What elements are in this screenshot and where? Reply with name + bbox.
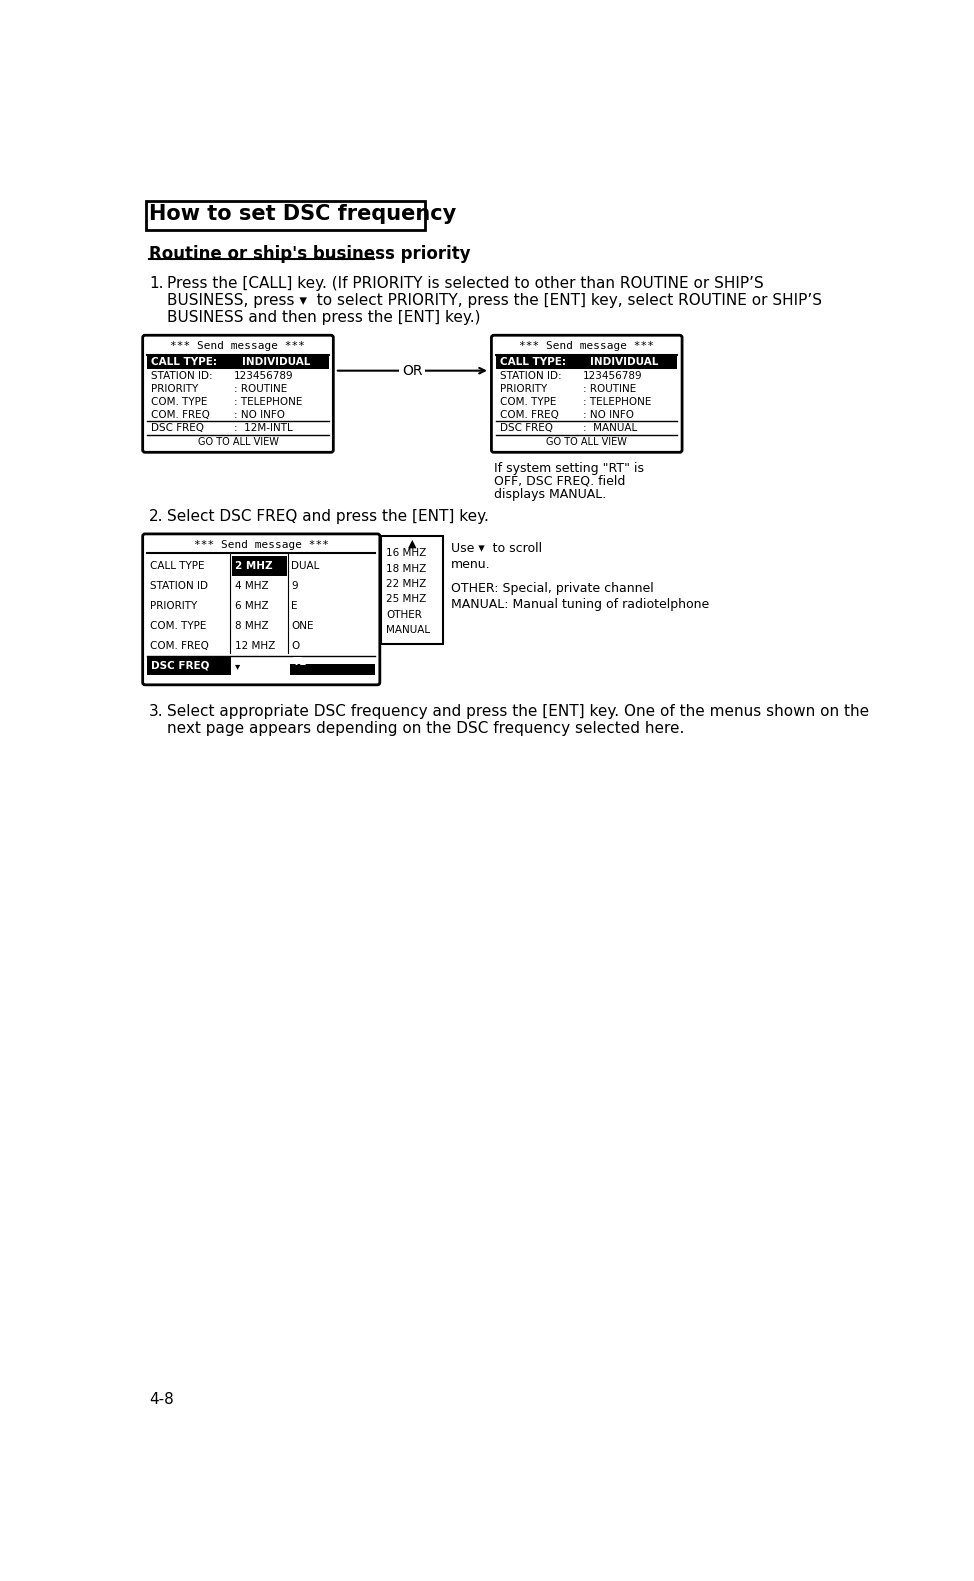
Text: 8 MHZ: 8 MHZ (235, 621, 269, 631)
Text: 22 MHZ: 22 MHZ (386, 579, 427, 590)
Text: INDIVIDUAL: INDIVIDUAL (590, 357, 658, 367)
Text: 18 MHZ: 18 MHZ (386, 563, 427, 574)
Text: STATION ID:: STATION ID: (151, 370, 213, 381)
Text: TL: TL (293, 656, 307, 667)
FancyBboxPatch shape (142, 534, 380, 685)
Text: :  MANUAL: : MANUAL (583, 424, 637, 433)
Text: : TELEPHONE: : TELEPHONE (235, 397, 303, 406)
Text: *** Send message ***: *** Send message *** (170, 341, 306, 351)
Text: 3.: 3. (149, 704, 164, 719)
Text: OTHER: OTHER (386, 610, 422, 620)
Text: 25 MHZ: 25 MHZ (386, 594, 427, 604)
Text: PRIORITY: PRIORITY (151, 384, 199, 394)
Text: STATION ID:: STATION ID: (500, 370, 562, 381)
Text: O: O (291, 642, 300, 651)
Text: menu.: menu. (451, 558, 491, 571)
Text: COM. TYPE: COM. TYPE (150, 621, 206, 631)
FancyBboxPatch shape (492, 335, 682, 452)
Text: COM. TYPE: COM. TYPE (500, 397, 556, 406)
Text: OR: OR (402, 364, 423, 378)
Text: : NO INFO: : NO INFO (583, 409, 634, 421)
Text: OTHER: Special, private channel: OTHER: Special, private channel (451, 582, 654, 596)
Text: DSC FREQ: DSC FREQ (500, 424, 553, 433)
Text: If system setting "RT" is: If system setting "RT" is (494, 462, 644, 474)
Text: VIEW: VIEW (293, 667, 319, 677)
Text: Use ▾  to scroll: Use ▾ to scroll (451, 542, 543, 555)
Text: 16 MHZ: 16 MHZ (386, 549, 427, 558)
Text: STATION ID: STATION ID (150, 582, 207, 591)
Text: DUAL: DUAL (291, 561, 319, 571)
Text: displays MANUAL.: displays MANUAL. (494, 487, 606, 501)
Text: BUSINESS, press ▾  to select PRIORITY, press the [ENT] key, select ROUTINE or SH: BUSINESS, press ▾ to select PRIORITY, pr… (167, 292, 822, 308)
Text: ONE: ONE (291, 621, 314, 631)
Text: BUSINESS and then press the [ENT] key.): BUSINESS and then press the [ENT] key.) (167, 310, 480, 324)
Text: Select DSC FREQ and press the [ENT] key.: Select DSC FREQ and press the [ENT] key. (167, 509, 489, 525)
Text: : TELEPHONE: : TELEPHONE (583, 397, 652, 406)
Text: 12 MHZ: 12 MHZ (235, 642, 275, 651)
Text: MANUAL: Manual tuning of radiotelphone: MANUAL: Manual tuning of radiotelphone (451, 598, 709, 610)
Text: INDIVIDUAL: INDIVIDUAL (242, 357, 310, 367)
Text: 4 MHZ: 4 MHZ (235, 582, 269, 591)
Text: CALL TYPE:: CALL TYPE: (151, 357, 217, 367)
Bar (147, 354, 328, 368)
Text: : NO INFO: : NO INFO (235, 409, 285, 421)
Text: 2.: 2. (149, 509, 164, 525)
Text: COM. TYPE: COM. TYPE (151, 397, 207, 406)
Text: COM. FREQ: COM. FREQ (150, 642, 208, 651)
Text: 2 MHZ: 2 MHZ (235, 561, 273, 571)
Text: GO TO ALL VIEW: GO TO ALL VIEW (546, 436, 627, 446)
Text: COM. FREQ: COM. FREQ (151, 409, 210, 421)
Text: : ROUTINE: : ROUTINE (235, 384, 287, 394)
Text: DSC FREQ: DSC FREQ (151, 661, 209, 670)
Text: DSC FREQ: DSC FREQ (151, 424, 205, 433)
Text: Routine or ship's business priority: Routine or ship's business priority (149, 245, 470, 262)
Text: :  12M-INTL: : 12M-INTL (235, 424, 293, 433)
Text: : ROUTINE: : ROUTINE (583, 384, 636, 394)
Bar (146, 201, 425, 229)
Text: OFF, DSC FREQ. field: OFF, DSC FREQ. field (494, 474, 625, 487)
Text: How to set DSC frequency: How to set DSC frequency (149, 204, 456, 223)
Text: PRIORITY: PRIORITY (500, 384, 547, 394)
Text: 123456789: 123456789 (583, 370, 643, 381)
Text: Select appropriate DSC frequency and press the [ENT] key. One of the menus shown: Select appropriate DSC frequency and pre… (167, 704, 869, 719)
Text: Press the [CALL] key. (If PRIORITY is selected to other than ROUTINE or SHIP’S: Press the [CALL] key. (If PRIORITY is se… (167, 277, 764, 291)
Text: MANUAL: MANUAL (386, 624, 431, 636)
Bar (232, 557, 286, 575)
Bar (382, 536, 443, 643)
Bar (290, 664, 375, 675)
Bar (147, 656, 231, 675)
Text: E: E (291, 601, 298, 612)
Text: 9: 9 (291, 582, 298, 591)
Text: COM. FREQ: COM. FREQ (500, 409, 559, 421)
Text: ▲: ▲ (408, 539, 417, 549)
Text: GO TO ALL VIEW: GO TO ALL VIEW (198, 436, 279, 446)
Text: *** Send message ***: *** Send message *** (194, 539, 329, 550)
Text: 1.: 1. (149, 277, 164, 291)
Text: CALL TYPE:: CALL TYPE: (500, 357, 566, 367)
Text: 4-8: 4-8 (149, 1393, 173, 1407)
Text: ▾: ▾ (235, 661, 241, 672)
Text: PRIORITY: PRIORITY (150, 601, 197, 612)
Text: next page appears depending on the DSC frequency selected here.: next page appears depending on the DSC f… (167, 721, 684, 737)
Text: 6 MHZ: 6 MHZ (235, 601, 269, 612)
Text: *** Send message ***: *** Send message *** (519, 341, 655, 351)
Text: 123456789: 123456789 (235, 370, 294, 381)
Bar (496, 354, 678, 368)
FancyBboxPatch shape (142, 335, 333, 452)
Text: CALL TYPE: CALL TYPE (150, 561, 205, 571)
